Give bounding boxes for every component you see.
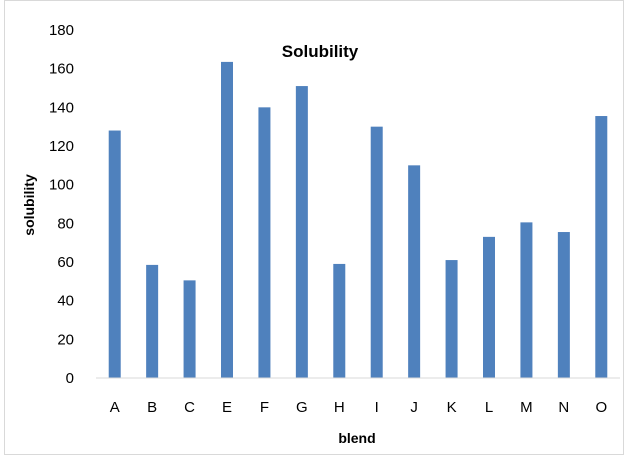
y-axis-title: solubility xyxy=(21,174,37,236)
y-axis-ticks: 0 20 40 60 80 100 120 140 160 180 xyxy=(49,22,74,387)
y-tick-label: 120 xyxy=(49,138,74,155)
y-tick-label: 80 xyxy=(57,215,74,232)
x-tick-label: E xyxy=(222,399,232,416)
bar-L xyxy=(483,236,495,378)
bar-A xyxy=(108,130,121,378)
x-tick-label: I xyxy=(375,399,379,416)
bars xyxy=(108,61,608,379)
y-tick-label: 140 xyxy=(49,99,74,116)
x-axis-title: blend xyxy=(338,430,375,446)
chart-title: Solubility xyxy=(282,42,359,61)
x-tick-label: F xyxy=(260,399,269,416)
x-tick-label: M xyxy=(520,399,533,416)
bar-J xyxy=(408,165,421,378)
y-tick-label: 180 xyxy=(49,22,74,39)
bar-G xyxy=(295,86,308,379)
x-tick-label: G xyxy=(296,399,308,416)
x-tick-label: J xyxy=(410,399,418,416)
bar-M xyxy=(520,222,533,378)
bar-I xyxy=(370,126,383,379)
y-tick-label: 40 xyxy=(57,293,74,310)
x-tick-label: B xyxy=(147,399,157,416)
bar-F xyxy=(258,107,271,378)
bar-N xyxy=(557,232,570,378)
y-tick-label: 100 xyxy=(49,177,74,194)
y-tick-label: 160 xyxy=(49,61,74,78)
bar-H xyxy=(333,263,346,378)
x-tick-label: A xyxy=(110,399,120,416)
y-tick-label: 0 xyxy=(66,370,74,387)
bar-E xyxy=(221,61,233,379)
y-tick-label: 20 xyxy=(57,331,74,348)
x-tick-label: H xyxy=(334,399,345,416)
x-tick-label: O xyxy=(595,399,607,416)
bar-O xyxy=(595,116,608,379)
x-tick-label: K xyxy=(447,399,457,416)
bar-K xyxy=(445,260,458,378)
x-tick-label: L xyxy=(485,399,493,416)
x-tick-label: N xyxy=(558,399,569,416)
bar-B xyxy=(146,264,159,378)
x-tick-label: C xyxy=(184,399,195,416)
bar-C xyxy=(183,280,196,378)
y-tick-label: 60 xyxy=(57,254,74,271)
